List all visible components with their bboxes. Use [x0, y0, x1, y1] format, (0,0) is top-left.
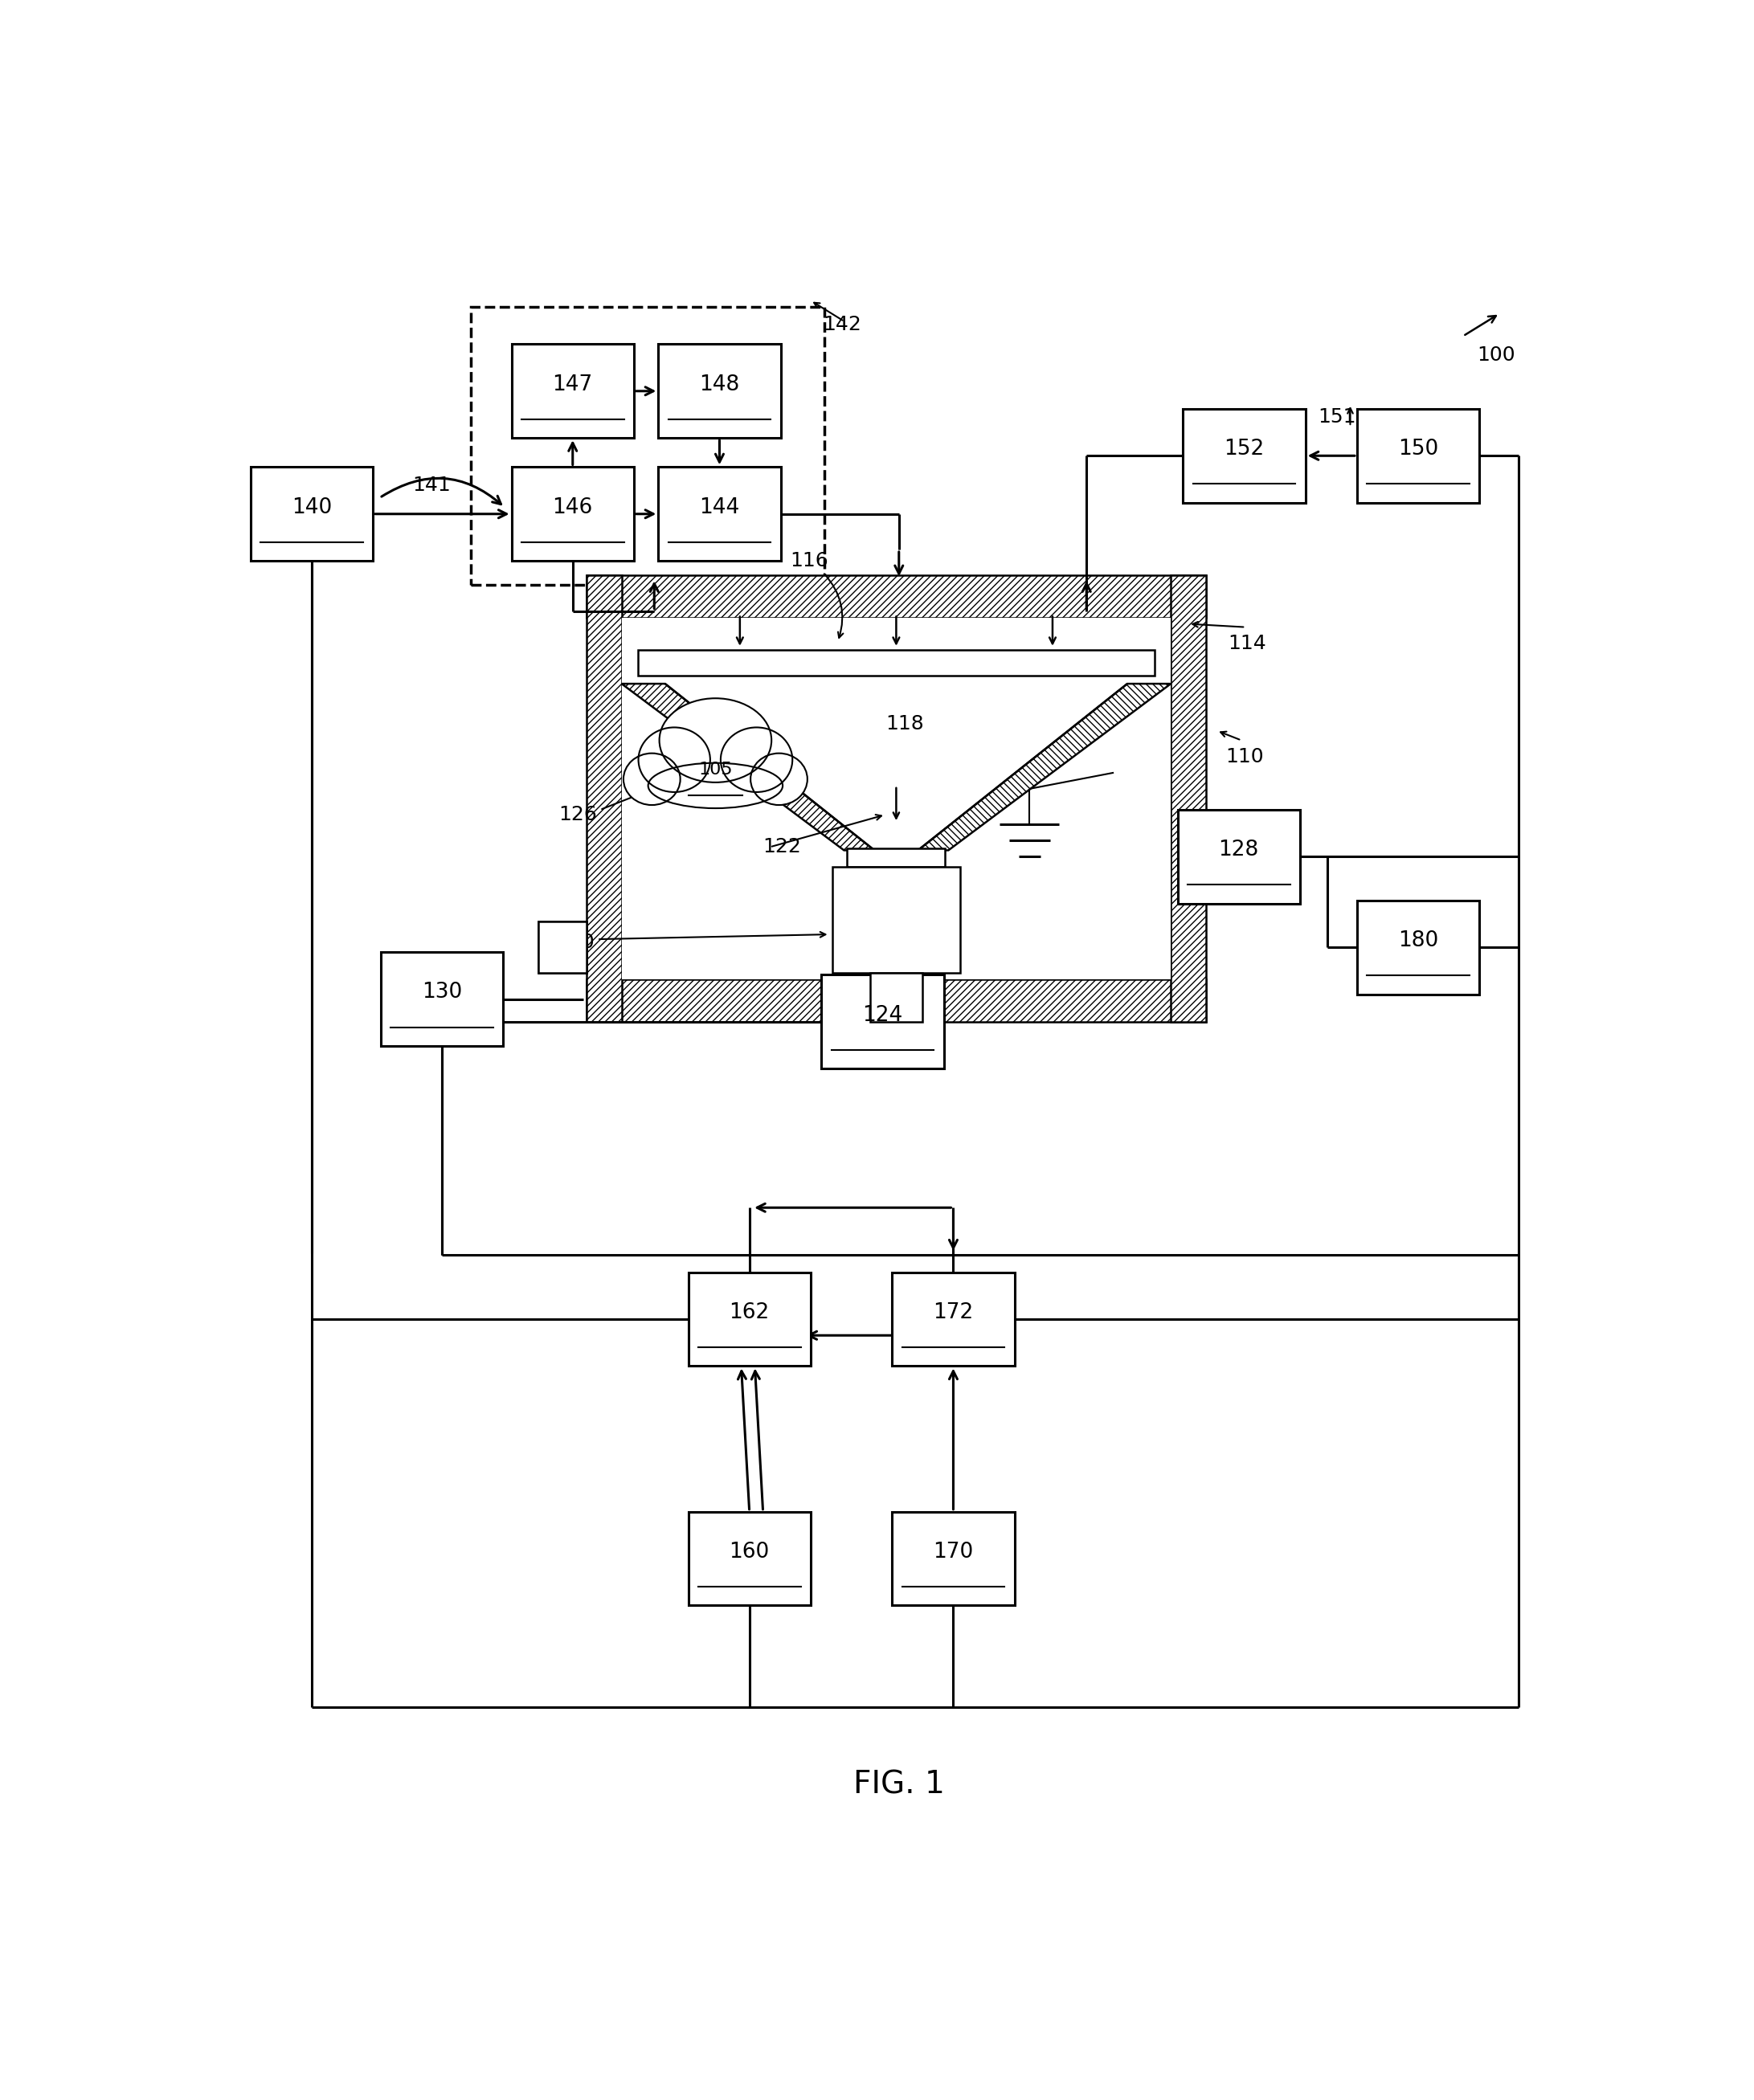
Bar: [586, 575, 621, 1023]
Text: 128: 128: [1219, 840, 1259, 861]
Bar: [893, 1512, 1014, 1604]
Bar: [688, 1273, 810, 1367]
Bar: [870, 972, 923, 1023]
Text: 170: 170: [933, 1541, 973, 1562]
Text: 130: 130: [423, 983, 463, 1004]
Ellipse shape: [660, 699, 772, 783]
Text: 151: 151: [1317, 407, 1356, 426]
Bar: [638, 649, 1154, 676]
Bar: [1358, 410, 1479, 502]
Bar: [586, 575, 1207, 617]
Ellipse shape: [649, 762, 782, 808]
Polygon shape: [917, 685, 1172, 850]
Ellipse shape: [721, 727, 793, 792]
Text: 146: 146: [553, 498, 593, 519]
Bar: [586, 979, 1207, 1023]
Bar: [621, 617, 1172, 979]
Text: 100: 100: [1477, 346, 1515, 365]
Bar: [538, 922, 586, 972]
Text: 141: 141: [412, 475, 451, 493]
Text: 180: 180: [1398, 930, 1438, 951]
Bar: [1177, 811, 1300, 903]
Bar: [658, 466, 781, 561]
Bar: [688, 1512, 810, 1604]
Bar: [1182, 410, 1305, 502]
Text: 118: 118: [886, 714, 924, 733]
Bar: [1172, 575, 1207, 1023]
Text: 116: 116: [789, 552, 828, 571]
Text: 105: 105: [698, 762, 733, 777]
Bar: [658, 344, 781, 439]
Ellipse shape: [638, 727, 710, 792]
Bar: [847, 848, 945, 867]
Polygon shape: [621, 685, 875, 850]
Bar: [538, 922, 586, 972]
Text: FIG. 1: FIG. 1: [852, 1770, 945, 1800]
Bar: [893, 1273, 1014, 1367]
Bar: [1358, 901, 1479, 993]
Text: 126: 126: [560, 804, 596, 825]
Text: 172: 172: [933, 1302, 973, 1323]
Text: 162: 162: [730, 1302, 770, 1323]
Text: 147: 147: [553, 374, 593, 395]
Bar: [381, 951, 503, 1046]
Text: 150: 150: [1398, 439, 1438, 460]
Bar: [512, 344, 633, 439]
Text: 114: 114: [1228, 634, 1266, 653]
Text: 142: 142: [823, 315, 861, 334]
Text: 122: 122: [763, 838, 802, 857]
Bar: [251, 466, 374, 561]
Text: 152: 152: [1224, 439, 1265, 460]
Bar: [821, 974, 944, 1069]
Text: 140: 140: [291, 498, 332, 519]
Ellipse shape: [751, 754, 807, 804]
Text: 112: 112: [1219, 827, 1256, 846]
Bar: [833, 867, 959, 972]
Text: 110: 110: [1224, 748, 1263, 766]
Ellipse shape: [623, 754, 681, 804]
Text: 124: 124: [863, 1004, 903, 1025]
Text: 120: 120: [556, 932, 595, 951]
Text: 144: 144: [700, 498, 740, 519]
Text: 148: 148: [700, 374, 740, 395]
Text: 160: 160: [730, 1541, 770, 1562]
Bar: [470, 307, 824, 586]
Bar: [512, 466, 633, 561]
